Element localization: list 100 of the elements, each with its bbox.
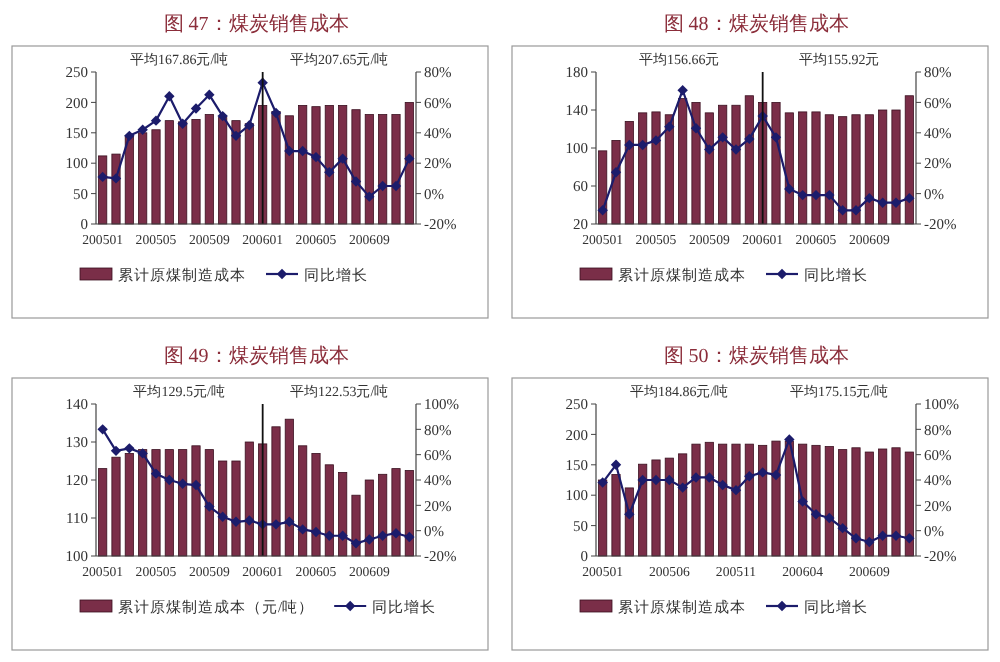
point xyxy=(730,484,742,496)
point xyxy=(190,479,202,491)
bar xyxy=(271,111,281,225)
point xyxy=(797,189,808,201)
bar xyxy=(298,105,308,225)
point xyxy=(904,533,915,544)
bar xyxy=(704,441,714,557)
point xyxy=(704,472,715,483)
point xyxy=(850,533,862,544)
bar xyxy=(311,106,321,225)
bar xyxy=(338,105,348,225)
point xyxy=(97,171,108,183)
point xyxy=(730,144,742,155)
point xyxy=(784,434,795,445)
chart-title: 图 50：煤炭销售成本 xyxy=(663,344,849,368)
bar xyxy=(124,135,134,225)
point xyxy=(230,130,242,142)
bar xyxy=(758,444,768,557)
point xyxy=(230,516,242,527)
bar xyxy=(611,474,621,557)
bar xyxy=(864,451,874,557)
bar xyxy=(391,114,401,225)
point xyxy=(877,197,888,208)
point xyxy=(297,145,308,157)
point xyxy=(310,526,322,538)
bar xyxy=(244,123,254,225)
point xyxy=(270,107,282,119)
bar xyxy=(784,440,794,557)
point xyxy=(364,191,375,202)
point xyxy=(824,512,835,524)
bar xyxy=(598,479,608,557)
point xyxy=(837,522,848,534)
point xyxy=(164,474,175,486)
bar xyxy=(204,114,214,225)
point xyxy=(377,180,388,192)
point xyxy=(350,176,362,187)
point xyxy=(204,89,215,100)
point xyxy=(690,472,702,483)
bar xyxy=(404,102,414,225)
point xyxy=(770,469,782,481)
bar xyxy=(231,120,241,225)
point xyxy=(664,121,675,132)
point xyxy=(837,205,848,216)
point xyxy=(97,424,108,435)
point xyxy=(137,124,148,135)
bar xyxy=(178,121,188,225)
point xyxy=(137,448,148,459)
point xyxy=(404,531,415,543)
point xyxy=(624,509,635,520)
point xyxy=(904,192,915,204)
chart-title: 图 48：煤炭销售成本 xyxy=(663,12,849,36)
point xyxy=(624,139,635,151)
point xyxy=(177,118,188,129)
point xyxy=(217,511,228,522)
point xyxy=(690,123,702,134)
point xyxy=(677,85,688,96)
point xyxy=(677,482,688,493)
bar xyxy=(771,440,781,557)
point xyxy=(610,459,622,470)
point xyxy=(204,501,215,512)
point xyxy=(244,120,255,131)
point xyxy=(597,477,608,488)
bar xyxy=(364,114,374,225)
point xyxy=(637,474,648,486)
point xyxy=(744,133,755,145)
point xyxy=(124,443,135,454)
bar xyxy=(744,443,754,557)
point xyxy=(310,151,322,163)
point xyxy=(717,132,728,143)
point xyxy=(244,515,255,526)
point xyxy=(864,536,875,548)
bar xyxy=(191,119,201,225)
point xyxy=(850,205,862,216)
point xyxy=(364,534,375,545)
point xyxy=(610,167,622,178)
point xyxy=(877,530,888,541)
bar xyxy=(151,129,161,225)
bar xyxy=(838,449,848,557)
point xyxy=(270,519,282,530)
point xyxy=(650,135,662,146)
point xyxy=(150,468,162,479)
bar xyxy=(851,447,861,557)
bar xyxy=(324,105,334,225)
bar xyxy=(678,453,688,557)
point xyxy=(324,167,335,178)
point xyxy=(717,479,728,491)
bar xyxy=(218,117,228,225)
bar xyxy=(98,155,108,225)
point xyxy=(337,153,348,164)
point xyxy=(597,205,608,216)
point xyxy=(324,530,335,541)
point xyxy=(770,132,782,143)
point xyxy=(124,130,135,142)
point xyxy=(190,103,202,114)
bar xyxy=(811,444,821,557)
point xyxy=(284,516,295,527)
point xyxy=(784,183,795,195)
bar xyxy=(284,115,294,225)
bar xyxy=(904,451,914,557)
bar xyxy=(878,448,888,557)
